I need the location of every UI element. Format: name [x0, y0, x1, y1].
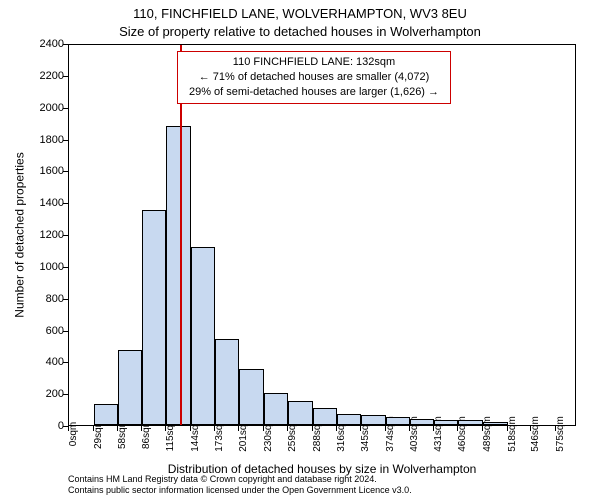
attribution-text: Contains HM Land Registry data © Crown c… [68, 474, 576, 496]
histogram-bar [94, 404, 119, 425]
plot-area: 110 FINCHFIELD LANE: 132sqm← 71% of deta… [68, 44, 576, 426]
histogram-bar [386, 417, 411, 425]
y-tick-label: 1000 [40, 261, 64, 273]
x-tick-mark [507, 426, 508, 431]
y-tick-label: 200 [46, 388, 64, 400]
x-tick-mark [190, 426, 191, 431]
x-tick-mark [214, 426, 215, 431]
x-tick-mark [287, 426, 288, 431]
histogram-bar [313, 408, 337, 426]
y-tick-label: 1800 [40, 134, 64, 146]
histogram-bar [410, 419, 434, 425]
histogram-bar [337, 414, 362, 425]
y-tick-label: 1200 [40, 229, 64, 241]
y-tick-label: 2400 [40, 38, 64, 50]
x-tick-mark [263, 426, 264, 431]
histogram-bar [361, 415, 386, 425]
attribution-line-1: Contains HM Land Registry data © Crown c… [68, 474, 576, 485]
callout-box: 110 FINCHFIELD LANE: 132sqm← 71% of deta… [177, 51, 451, 104]
callout-line: ← 71% of detached houses are smaller (4,… [184, 70, 444, 85]
x-tick-mark [530, 426, 531, 431]
x-tick-mark [68, 426, 69, 431]
x-tick-mark [336, 426, 337, 431]
x-tick-mark [482, 426, 483, 431]
y-tick-label: 800 [46, 293, 64, 305]
x-tick-mark [93, 426, 94, 431]
callout-line: 110 FINCHFIELD LANE: 132sqm [184, 55, 444, 70]
chart-container: 110, FINCHFIELD LANE, WOLVERHAMPTON, WV3… [0, 0, 600, 500]
x-tick-mark [457, 426, 458, 431]
x-tick-mark [238, 426, 239, 431]
histogram-bar [166, 126, 191, 425]
y-tick-label: 1400 [40, 197, 64, 209]
y-axis-label: Number of detached properties [12, 44, 28, 426]
chart-title-main: 110, FINCHFIELD LANE, WOLVERHAMPTON, WV3… [0, 6, 600, 21]
x-tick-mark [409, 426, 410, 431]
y-tick-label: 1600 [40, 165, 64, 177]
histogram-bar [118, 350, 142, 425]
histogram-bar [142, 210, 167, 425]
chart-title-sub: Size of property relative to detached ho… [0, 24, 600, 39]
histogram-bar [458, 420, 483, 425]
y-tick-label: 2200 [40, 70, 64, 82]
attribution-line-2: Contains public sector information licen… [68, 485, 576, 496]
histogram-bar [264, 393, 289, 425]
histogram-bar [191, 247, 216, 425]
histogram-bar [434, 420, 459, 425]
x-tick-mark [385, 426, 386, 431]
x-tick-mark [165, 426, 166, 431]
x-tick-mark [117, 426, 118, 431]
callout-line: 29% of semi-detached houses are larger (… [184, 85, 444, 100]
histogram-bar [483, 422, 508, 425]
y-tick-label: 600 [46, 325, 64, 337]
histogram-bar [288, 401, 313, 425]
x-tick-mark [141, 426, 142, 431]
x-tick-mark [555, 426, 556, 431]
x-tick-mark [433, 426, 434, 431]
y-tick-label: 400 [46, 356, 64, 368]
x-tick-mark [312, 426, 313, 431]
histogram-bar [239, 369, 264, 425]
y-tick-label: 2000 [40, 102, 64, 114]
x-tick-mark [360, 426, 361, 431]
histogram-bar [215, 339, 239, 425]
